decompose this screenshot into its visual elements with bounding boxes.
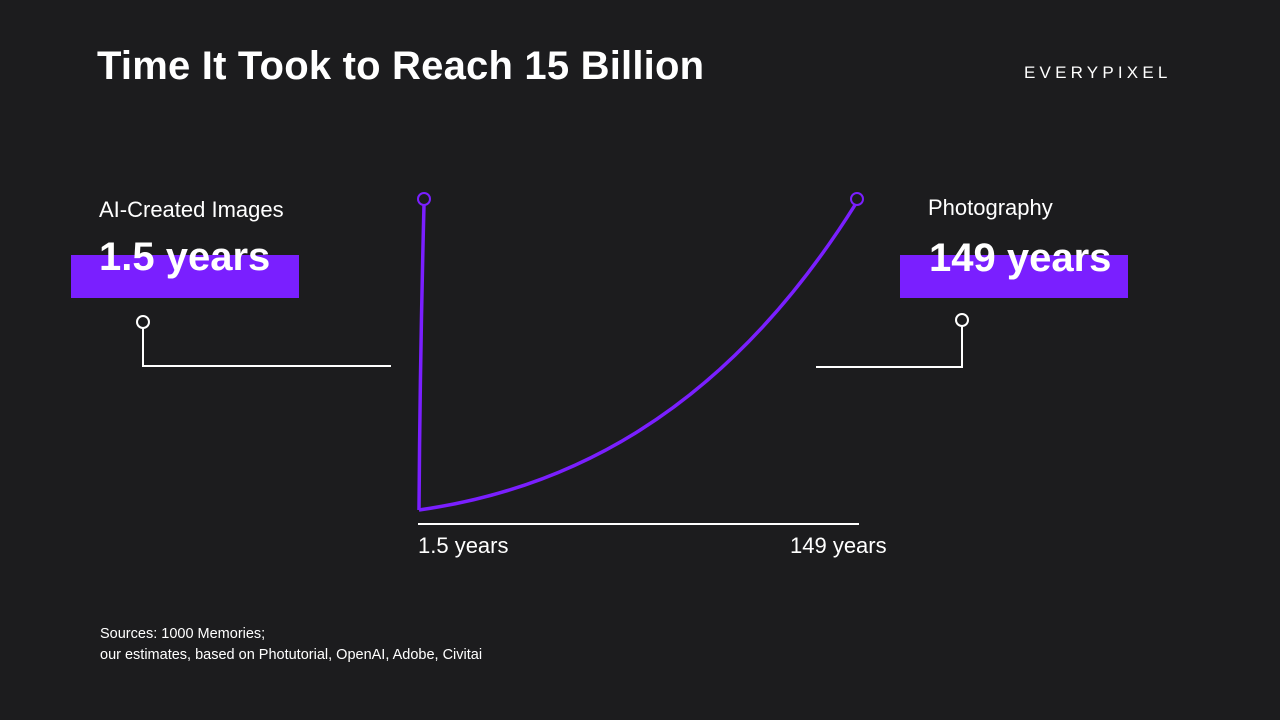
left-connector-line [142, 328, 391, 367]
everypixel-logo: EVERYPIXEL [1024, 63, 1172, 82]
right-connector-dot [955, 313, 969, 327]
left-connector-dot [136, 315, 150, 329]
sources-note: Sources: 1000 Memories; our estimates, b… [100, 624, 482, 666]
x-tick-label-end: 149 years [790, 533, 887, 558]
series-line-ai-images [417, 204, 426, 511]
right-connector-line [816, 326, 963, 368]
photography-highlight [900, 255, 1128, 298]
series-end-point-photography [850, 192, 864, 206]
series-end-point-ai-images [417, 192, 431, 206]
x-tick-label-start: 1.5 years [418, 533, 509, 558]
sources-line-1: Sources: 1000 Memories; [100, 626, 266, 642]
photography-value: 149 years [929, 236, 1112, 280]
ai-images-highlight [71, 255, 299, 298]
photography-label: Photography [928, 195, 1053, 220]
ai-images-label: AI-Created Images [99, 197, 284, 222]
page-title: Time It Took to Reach 15 Billion [97, 44, 705, 88]
sources-line-2: our estimates, based on Photutorial, Ope… [100, 647, 483, 663]
ai-images-value: 1.5 years [99, 235, 271, 279]
series-line-photography [418, 204, 857, 512]
